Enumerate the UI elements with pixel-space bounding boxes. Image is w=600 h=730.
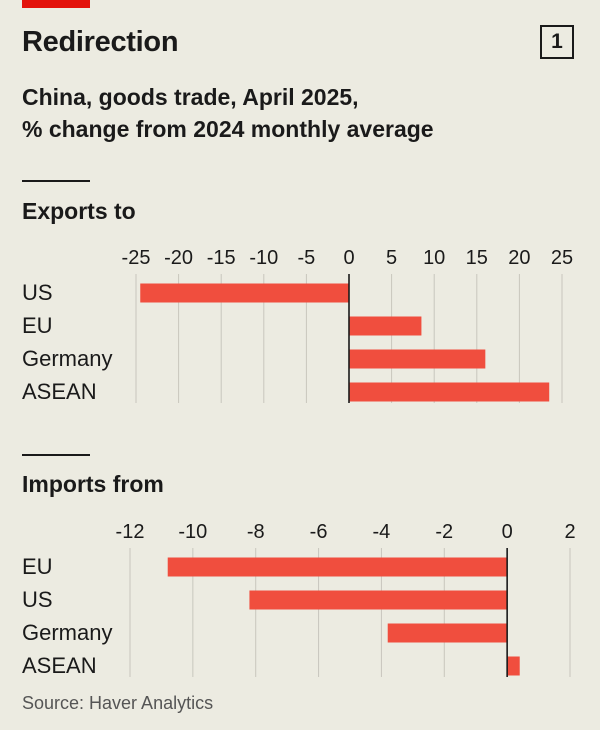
exports-bar-asean — [349, 382, 550, 402]
imports-tick-label: -10 — [178, 521, 207, 543]
chart-subtitle: China, goods trade, April 2025, % change… — [22, 81, 434, 145]
imports-bar-us — [249, 590, 508, 610]
imports-category-label: ASEAN — [22, 653, 97, 678]
exports-bar-eu — [349, 316, 422, 336]
exports-section-title: Exports to — [22, 198, 136, 224]
exports-category-label: EU — [22, 313, 53, 338]
imports-category-label: US — [22, 587, 53, 612]
exports-section-rule — [22, 180, 90, 182]
imports-tick-label: 0 — [502, 521, 513, 543]
brand-red-tab — [22, 0, 90, 8]
exports-tick-label: -15 — [207, 247, 236, 269]
exports-tick-label: -5 — [298, 247, 316, 269]
imports-tick-label: -4 — [373, 521, 391, 543]
exports-tick-label: -20 — [164, 247, 193, 269]
exports-tick-label: 15 — [466, 247, 488, 269]
exports-category-label: ASEAN — [22, 379, 97, 404]
imports-tick-label: -2 — [435, 521, 453, 543]
imports-chart: -12 -10 -8 -6 -4 -2 0 2 EU US Germany ASEAN — [22, 521, 576, 678]
exports-category-label: US — [22, 280, 53, 305]
imports-category-label: Germany — [22, 620, 112, 645]
imports-tick-label: -12 — [116, 521, 145, 543]
exports-tick-label: 10 — [423, 247, 445, 269]
imports-bar-germany — [387, 623, 508, 643]
exports-tick-label: 25 — [551, 247, 573, 269]
imports-section-rule — [22, 454, 90, 456]
subtitle-line-2: % change from 2024 monthly average — [22, 116, 434, 142]
imports-category-label: EU — [22, 554, 53, 579]
imports-bar-eu — [167, 557, 508, 577]
imports-bar-asean — [507, 656, 520, 676]
exports-tick-label: 0 — [343, 247, 354, 269]
exports-category-label: Germany — [22, 346, 112, 371]
exports-bar-us — [140, 283, 349, 303]
imports-tick-label: 2 — [564, 521, 575, 543]
imports-tick-label: -6 — [310, 521, 328, 543]
exports-tick-label: 5 — [386, 247, 397, 269]
source-note: Source: Haver Analytics — [22, 693, 214, 713]
imports-tick-label: -8 — [247, 521, 265, 543]
exports-bar-germany — [349, 349, 486, 369]
imports-section-title: Imports from — [22, 471, 164, 497]
exports-tick-label: 20 — [508, 247, 530, 269]
subtitle-line-1: China, goods trade, April 2025, — [22, 84, 359, 110]
exports-tick-label: -25 — [122, 247, 151, 269]
exports-chart: -25 -20 -15 -10 -5 0 5 10 15 20 25 US EU Germany ASEAN — [22, 247, 573, 404]
chart-number-badge: 1 — [540, 25, 574, 59]
exports-tick-label: -10 — [249, 247, 278, 269]
chart-title: Redirection — [22, 26, 179, 58]
